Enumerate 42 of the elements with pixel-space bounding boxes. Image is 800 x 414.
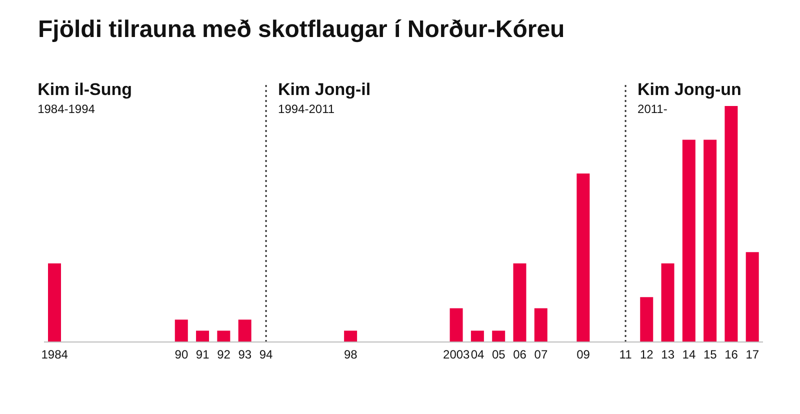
x-tick-label: 09 — [576, 348, 590, 362]
x-tick-label: 12 — [640, 348, 654, 362]
x-tick-label: 04 — [470, 348, 485, 362]
bar — [640, 297, 654, 342]
bar — [661, 263, 674, 342]
x-tick-label: 17 — [746, 348, 760, 362]
annotation: Kim il-Sung 1984-1994 — [38, 80, 132, 118]
x-tick-label: 07 — [534, 348, 548, 362]
x-tick-label: 91 — [196, 348, 210, 362]
bar — [704, 140, 717, 342]
bar — [450, 308, 463, 342]
bar — [682, 140, 696, 342]
x-tick-label: 11 — [619, 348, 632, 362]
x-tick-label: 14 — [682, 348, 696, 362]
x-tick-label: 06 — [513, 348, 527, 362]
annotation: Kim Jong-il 1994-2011 — [278, 80, 371, 118]
bar — [534, 308, 548, 342]
bar — [576, 173, 590, 342]
bar — [238, 320, 252, 342]
x-tick-label: 94 — [259, 348, 274, 362]
x-tick-label: 93 — [238, 348, 252, 362]
annotation: Kim Jong-un 2011- — [638, 80, 742, 118]
x-tick-label: 05 — [492, 348, 506, 362]
x-tick-label: 16 — [724, 348, 738, 362]
bar — [344, 330, 358, 342]
x-tick-label: 90 — [174, 348, 188, 362]
chart-title: Fjöldi tilrauna með skotflaugar í Norður-Kóreu — [38, 16, 565, 44]
bar — [174, 320, 188, 342]
x-tick-label: 1984 — [41, 348, 68, 362]
x-tick-label: 15 — [703, 348, 718, 362]
x-tick-label: 2003 — [443, 348, 470, 362]
bar — [217, 330, 230, 342]
bar — [513, 263, 526, 342]
bar — [746, 252, 759, 342]
x-tick-label: 98 — [344, 348, 358, 362]
bar — [492, 330, 506, 342]
x-tick-label: 92 — [217, 348, 231, 362]
bar — [196, 330, 210, 342]
x-tick-label: 13 — [661, 348, 675, 362]
bar — [724, 106, 738, 342]
bar — [48, 263, 61, 342]
bar — [470, 330, 484, 342]
